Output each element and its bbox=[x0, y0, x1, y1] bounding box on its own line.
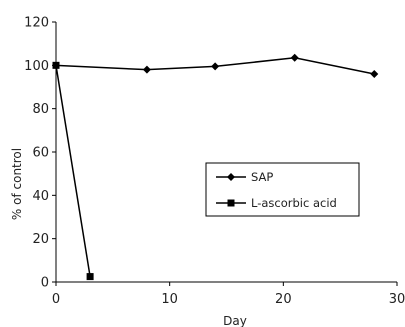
legend-label-sap: SAP bbox=[251, 170, 273, 184]
legend-box bbox=[205, 162, 360, 217]
legend: SAP L-ascorbic acid bbox=[205, 162, 360, 217]
x-tick-label: 10 bbox=[161, 292, 178, 307]
series-l-ascorbic-acid bbox=[52, 61, 94, 281]
x-tick-label: 30 bbox=[389, 292, 405, 307]
x-tick-label: 20 bbox=[275, 292, 292, 307]
data-point-l-ascorbic-acid bbox=[86, 273, 94, 281]
data-point-sap bbox=[142, 65, 151, 74]
y-axis-title: % of control bbox=[10, 148, 24, 220]
legend-marker-l-ascorbic-acid bbox=[227, 199, 235, 207]
y-tick-label: 0 bbox=[41, 276, 49, 291]
data-point-sap bbox=[370, 70, 379, 78]
axes: 0 20 40 60 80 100 120 0 10 20 30 Day % of control bbox=[10, 16, 405, 327]
series-group bbox=[52, 53, 379, 281]
legend-marker-sap bbox=[227, 173, 235, 181]
y-tick-label: 100 bbox=[24, 59, 49, 74]
data-point-sap bbox=[290, 53, 299, 62]
y-tick-label: 80 bbox=[32, 102, 49, 117]
series-sap bbox=[52, 53, 379, 78]
y-tick-label: 60 bbox=[32, 146, 49, 161]
y-tick-label: 120 bbox=[24, 16, 49, 31]
series-line-l-ascorbic-acid bbox=[55, 65, 91, 277]
y-tick-label: 20 bbox=[32, 232, 49, 247]
x-axis-title: Day bbox=[223, 314, 247, 327]
data-point-sap bbox=[211, 62, 220, 71]
legend-label-l-ascorbic-acid: L-ascorbic acid bbox=[251, 196, 337, 210]
data-point-l-ascorbic-acid bbox=[52, 61, 60, 69]
x-tick-label: 0 bbox=[52, 292, 60, 307]
y-tick-label: 40 bbox=[32, 189, 49, 204]
